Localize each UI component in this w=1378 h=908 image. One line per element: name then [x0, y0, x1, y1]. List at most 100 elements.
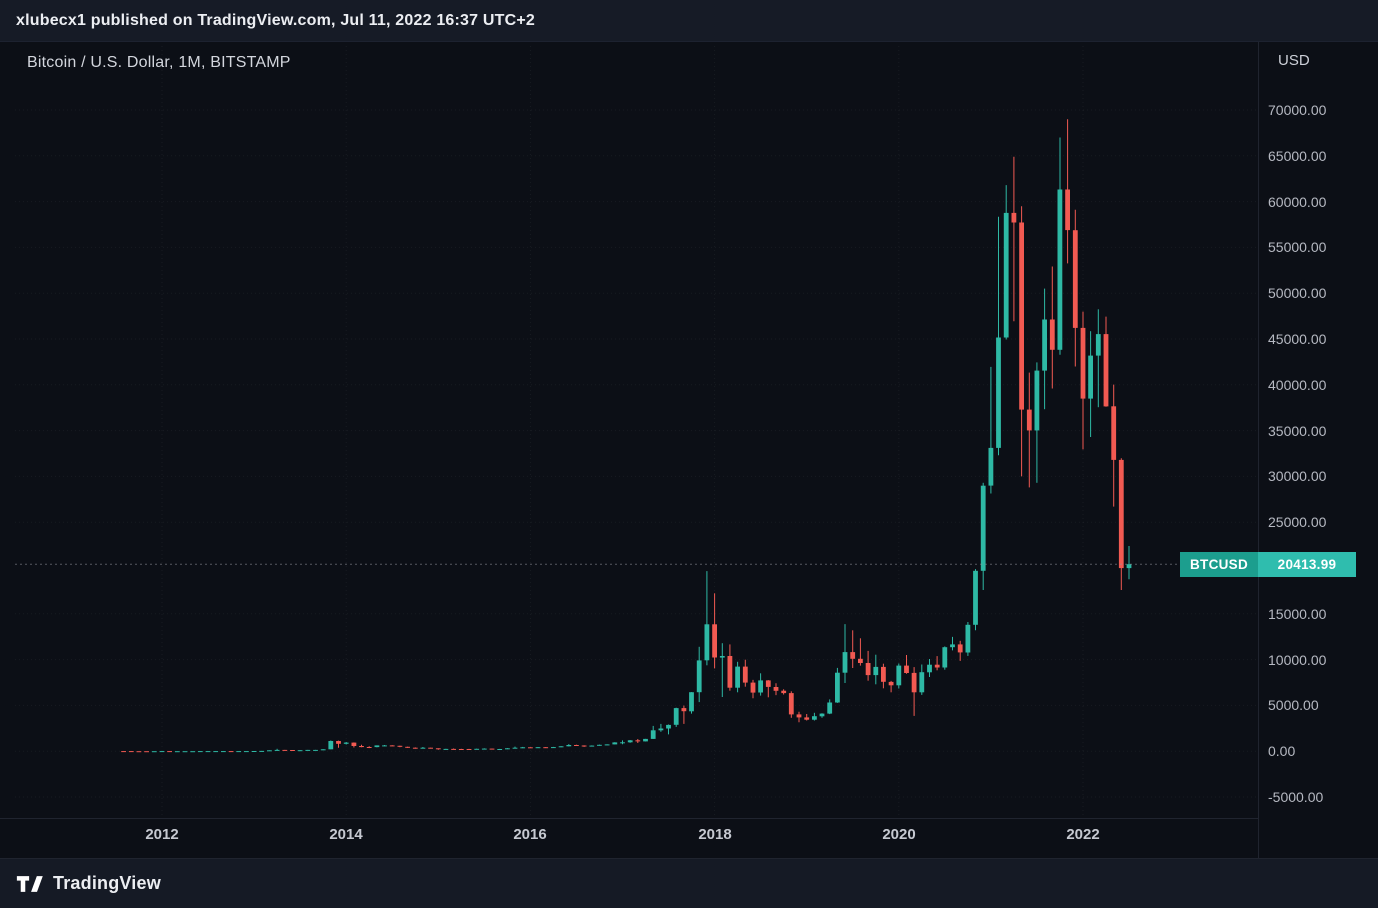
- publish-info-text: xlubecx1 published on TradingView.com, J…: [16, 11, 536, 29]
- candle-body: [996, 337, 1001, 448]
- candle-body: [827, 702, 833, 714]
- candle-body: [712, 624, 717, 658]
- candle-body: [297, 750, 303, 752]
- candle-body: [274, 749, 280, 751]
- candle-body: [543, 747, 549, 749]
- candle-body: [597, 744, 602, 746]
- candle-body: [719, 656, 725, 658]
- candle-body: [359, 746, 364, 748]
- candle-body: [881, 666, 886, 682]
- candle-body: [328, 741, 334, 750]
- candle-body: [466, 749, 472, 750]
- candle-body: [1019, 222, 1024, 410]
- candle-body: [681, 708, 687, 712]
- candle-body: [1011, 212, 1017, 223]
- candle-body: [551, 747, 556, 749]
- candle-body: [1034, 370, 1040, 431]
- candle-body: [788, 693, 794, 715]
- candle-body: [197, 751, 203, 753]
- candle-body: [374, 745, 380, 748]
- candle-body: [566, 745, 572, 747]
- candle-body: [228, 751, 234, 753]
- candle-body: [489, 748, 495, 750]
- candle-body: [151, 751, 157, 753]
- candle-body: [267, 750, 272, 752]
- candle-body: [236, 751, 242, 753]
- time-axis[interactable]: [0, 818, 1258, 858]
- candle-body: [343, 742, 349, 744]
- candle-body: [1065, 189, 1070, 231]
- candle-body: [1049, 319, 1055, 350]
- candle-body: [627, 740, 633, 743]
- badge-price-value: 20413.99: [1258, 552, 1356, 577]
- candle-body: [121, 751, 126, 753]
- candle-body: [957, 644, 963, 653]
- candle-body: [435, 748, 441, 750]
- candle-body: [781, 690, 787, 694]
- currency-label: USD: [1278, 52, 1310, 69]
- candle-body: [320, 749, 326, 751]
- candle-body: [942, 647, 948, 668]
- candle-body: [1111, 406, 1117, 460]
- candle-body: [282, 749, 288, 751]
- candle-body: [1103, 334, 1109, 407]
- symbol-legend[interactable]: Bitcoin / U.S. Dollar, 1M, BITSTAMP: [27, 54, 291, 71]
- candle-body: [727, 656, 733, 688]
- candle-body: [159, 751, 165, 753]
- candle-body: [758, 680, 763, 693]
- candle-body: [458, 749, 464, 750]
- candle-body: [927, 664, 932, 673]
- candle-body: [144, 751, 149, 753]
- candle-body: [919, 672, 925, 693]
- candle-body: [1042, 319, 1047, 371]
- candle-body: [1088, 355, 1093, 399]
- candle-body: [773, 687, 779, 691]
- candle-body: [451, 748, 456, 750]
- candle-body: [1080, 327, 1086, 399]
- candle-body: [704, 624, 710, 661]
- candle-body: [190, 751, 196, 753]
- candle-body: [128, 751, 134, 753]
- candle-body: [865, 663, 871, 676]
- candle-body: [650, 730, 656, 739]
- publish-info-bar: xlubecx1 published on TradingView.com, J…: [0, 0, 1378, 42]
- candle-body: [1126, 564, 1132, 569]
- footer-brand-text[interactable]: TradingView: [53, 873, 161, 893]
- candle-body: [244, 751, 249, 753]
- candle-body: [873, 666, 879, 676]
- candle-body: [858, 658, 863, 663]
- candle-body: [911, 672, 917, 693]
- candle-body: [221, 751, 226, 753]
- candle-body: [366, 747, 372, 748]
- candle-body: [505, 748, 510, 750]
- last-price-badge[interactable]: BTCUSD 20413.99: [1180, 552, 1356, 577]
- candle-body: [658, 728, 664, 731]
- candle-body: [888, 681, 894, 686]
- candle-body: [1118, 459, 1124, 569]
- candle-body: [965, 624, 971, 653]
- candle-body: [528, 747, 533, 749]
- candle-body: [305, 749, 311, 751]
- candle-body: [213, 751, 219, 753]
- candle-body: [389, 745, 395, 747]
- candle-body: [581, 745, 587, 747]
- candle-body: [428, 747, 433, 749]
- candlestick-plot[interactable]: [15, 46, 1258, 818]
- candle-body: [735, 666, 740, 688]
- candle-body: [765, 680, 771, 687]
- candle-body: [742, 666, 748, 683]
- candle-body: [1003, 212, 1009, 338]
- candle-body: [336, 741, 341, 744]
- footer-bar: TradingView: [0, 858, 1378, 908]
- candle-body: [696, 660, 702, 693]
- candle-body: [382, 745, 387, 747]
- candle-body: [804, 717, 810, 720]
- tradingview-logo-icon[interactable]: [16, 873, 44, 895]
- candle-body: [251, 751, 257, 752]
- candle-body: [612, 742, 618, 745]
- price-axis[interactable]: [1258, 42, 1378, 858]
- candle-body: [819, 713, 825, 717]
- candle-body: [512, 747, 518, 749]
- candle-body: [988, 447, 994, 486]
